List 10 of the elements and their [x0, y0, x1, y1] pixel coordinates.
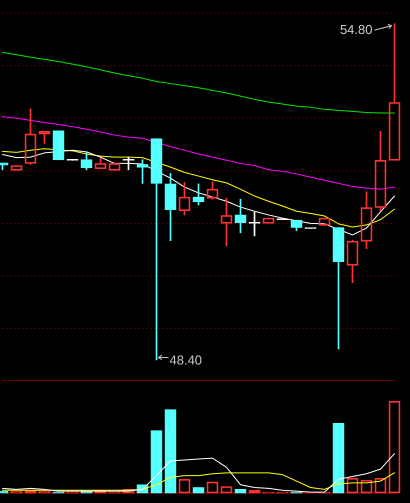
annotation: 54.80 [340, 22, 372, 38]
bar [234, 489, 246, 494]
candlestick [192, 184, 204, 206]
bar [332, 422, 344, 494]
candlestick [150, 138, 162, 360]
bar [150, 430, 162, 494]
annotation: 48.40 [170, 352, 202, 368]
bar [192, 487, 204, 494]
candlestick [136, 159, 148, 184]
bar [164, 409, 176, 494]
